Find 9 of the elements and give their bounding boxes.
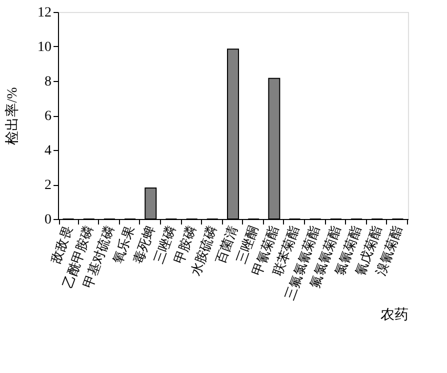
y-tick-label: 2 (44, 178, 52, 193)
y-tick-label: 12 (38, 6, 52, 20)
y-tick-label: 10 (38, 40, 52, 55)
y-axis-title: 检出率/% (4, 86, 20, 145)
y-tick-label: 8 (44, 74, 52, 90)
y-tick-label: 4 (44, 144, 52, 158)
y-tick-label: 0 (44, 212, 52, 228)
y-tick-label: 6 (44, 109, 52, 124)
x-axis-title: 农药 (380, 307, 408, 324)
